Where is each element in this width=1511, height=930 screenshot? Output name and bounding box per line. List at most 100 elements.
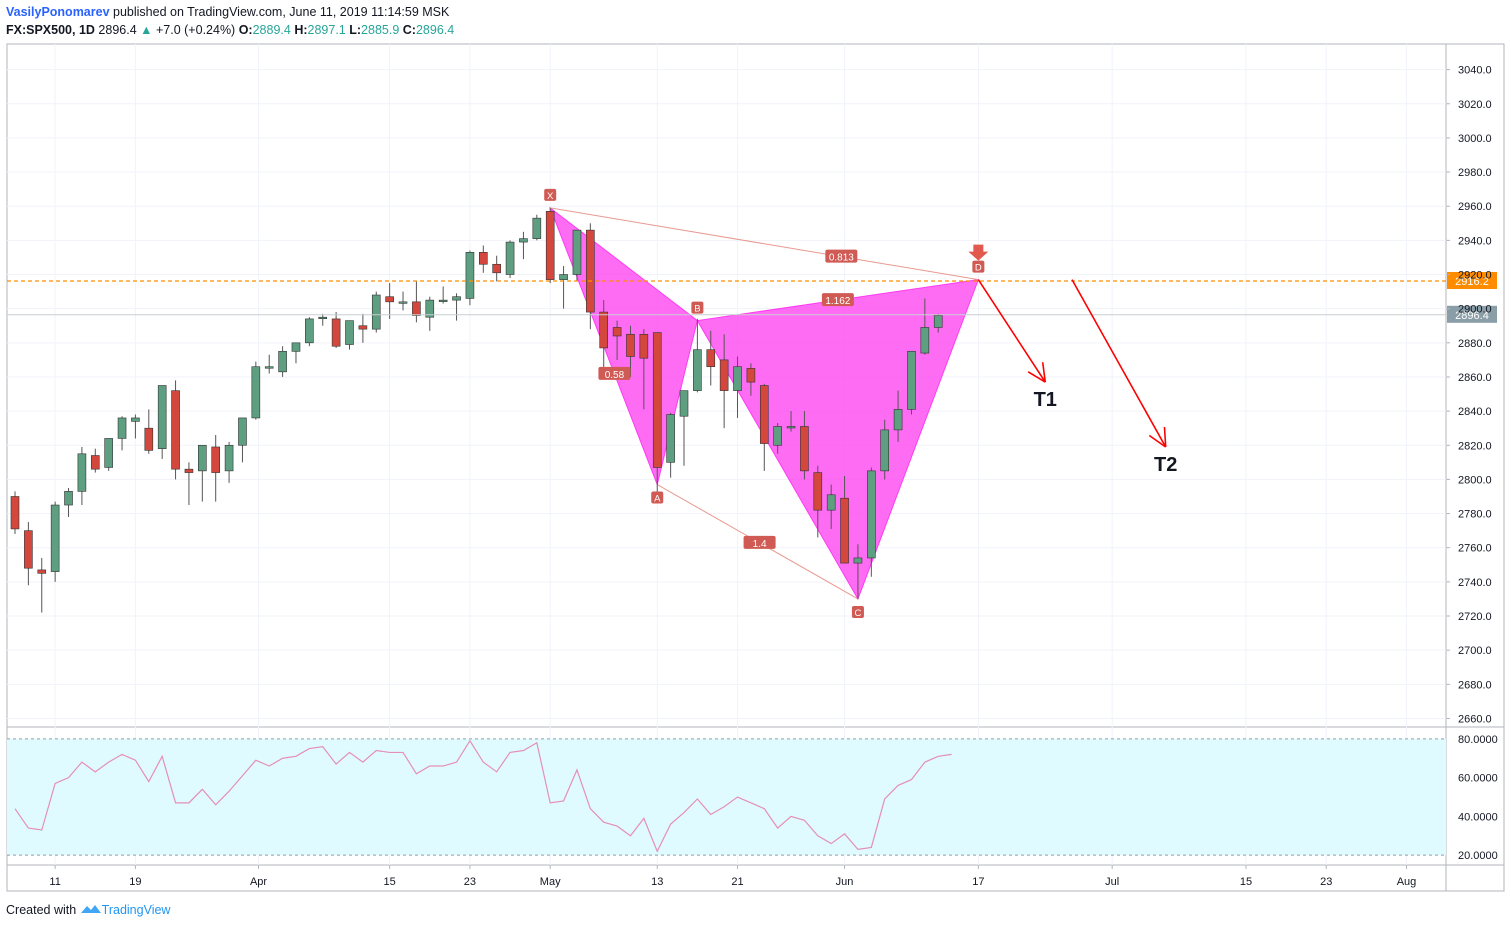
- candle[interactable]: [746, 363, 756, 396]
- candle[interactable]: [773, 423, 782, 454]
- target-arrow-t1[interactable]: T1: [977, 279, 1057, 411]
- candle[interactable]: [693, 318, 702, 393]
- candle[interactable]: [358, 313, 368, 343]
- candle[interactable]: [465, 250, 475, 306]
- y-tick-label: 3000.0: [1458, 133, 1492, 145]
- candle[interactable]: [679, 390, 689, 466]
- candle[interactable]: [519, 231, 528, 260]
- candle[interactable]: [893, 390, 903, 442]
- candle[interactable]: [10, 491, 20, 535]
- x-tick-label: 23: [464, 876, 476, 888]
- candle[interactable]: [826, 484, 836, 529]
- candle[interactable]: [291, 342, 301, 364]
- candle-body: [478, 252, 488, 265]
- candle-body: [385, 296, 394, 303]
- candle[interactable]: [371, 291, 381, 333]
- candle[interactable]: [867, 467, 876, 577]
- candle[interactable]: [759, 383, 769, 471]
- pattern-point-x[interactable]: X: [544, 188, 557, 202]
- candle[interactable]: [264, 354, 274, 374]
- candle[interactable]: [478, 245, 488, 273]
- candle[interactable]: [786, 411, 796, 432]
- candle[interactable]: [398, 291, 408, 311]
- author-link[interactable]: VasilyPonomarev: [6, 5, 110, 19]
- candle[interactable]: [224, 441, 234, 483]
- candle[interactable]: [198, 444, 207, 502]
- x-tick-label: 15: [1240, 876, 1252, 888]
- candle[interactable]: [117, 416, 127, 451]
- pattern-point-d[interactable]: D: [972, 260, 985, 274]
- candle[interactable]: [438, 286, 448, 304]
- rsi-pane[interactable]: [7, 738, 1446, 856]
- candle[interactable]: [331, 312, 341, 348]
- candle[interactable]: [800, 411, 809, 480]
- y-tick-label: 2820.0: [1458, 440, 1492, 452]
- candle[interactable]: [37, 557, 47, 613]
- candle[interactable]: [211, 435, 220, 502]
- candle[interactable]: [907, 351, 916, 415]
- candle[interactable]: [238, 417, 247, 463]
- xd-line[interactable]: [550, 207, 979, 281]
- candle[interactable]: [626, 325, 635, 377]
- candle[interactable]: [412, 281, 421, 323]
- candle[interactable]: [345, 320, 354, 350]
- candle[interactable]: [90, 448, 100, 473]
- candle-body: [599, 311, 609, 349]
- candle[interactable]: [612, 320, 622, 360]
- candle-body: [37, 569, 47, 574]
- candles[interactable]: [10, 207, 943, 613]
- candle[interactable]: [144, 409, 154, 454]
- candle[interactable]: [880, 419, 890, 480]
- x-tick-label: 19: [129, 876, 141, 888]
- candle[interactable]: [599, 300, 609, 376]
- candle[interactable]: [184, 462, 194, 506]
- candle[interactable]: [639, 329, 649, 410]
- pattern-point-b[interactable]: B: [691, 301, 704, 315]
- candle[interactable]: [64, 487, 73, 517]
- candle[interactable]: [853, 544, 863, 599]
- candle[interactable]: [545, 207, 555, 284]
- candle[interactable]: [452, 293, 461, 321]
- candle[interactable]: [532, 214, 542, 241]
- candle[interactable]: [171, 380, 180, 480]
- candle[interactable]: [278, 346, 287, 377]
- candle[interactable]: [505, 240, 515, 278]
- candle[interactable]: [733, 356, 742, 418]
- candle[interactable]: [104, 438, 113, 471]
- candle[interactable]: [50, 501, 60, 582]
- target-arrow-t2[interactable]: T2: [1071, 279, 1177, 476]
- candle[interactable]: [572, 229, 582, 282]
- candle[interactable]: [77, 446, 87, 506]
- close-label: C:: [402, 23, 416, 37]
- pattern-point-a[interactable]: A: [651, 491, 664, 505]
- candle[interactable]: [840, 475, 849, 564]
- candle[interactable]: [318, 313, 328, 326]
- candle[interactable]: [24, 522, 33, 586]
- candle[interactable]: [666, 412, 675, 478]
- tradingview-brand-link[interactable]: TradingView: [101, 903, 171, 917]
- candle[interactable]: [131, 414, 140, 439]
- candle[interactable]: [425, 296, 435, 331]
- candle[interactable]: [559, 265, 568, 309]
- candle[interactable]: [920, 298, 930, 355]
- candle[interactable]: [586, 223, 595, 330]
- rsi-line[interactable]: [14, 739, 952, 853]
- candle[interactable]: [305, 317, 314, 347]
- y-tick-label: 2940.0: [1458, 235, 1492, 247]
- candle[interactable]: [813, 465, 823, 538]
- candle[interactable]: [706, 330, 716, 386]
- candle[interactable]: [719, 334, 729, 429]
- symbol-label[interactable]: FX:SPX500, 1D: [6, 23, 95, 37]
- overlays[interactable]: 2916.2 2896.4 X A B C D 0.58 0.813 1.162 1.4 T1 T2: [7, 188, 1497, 619]
- pattern-point-c[interactable]: C: [851, 605, 864, 619]
- candle[interactable]: [492, 255, 501, 282]
- candle[interactable]: [157, 385, 167, 459]
- candle[interactable]: [385, 283, 394, 319]
- candle[interactable]: [933, 313, 943, 333]
- x-tick-label: Jul: [1105, 876, 1119, 888]
- candle[interactable]: [652, 332, 662, 494]
- open-label: O:: [238, 23, 253, 37]
- x-tick-label: May: [540, 876, 561, 888]
- candle[interactable]: [251, 361, 261, 420]
